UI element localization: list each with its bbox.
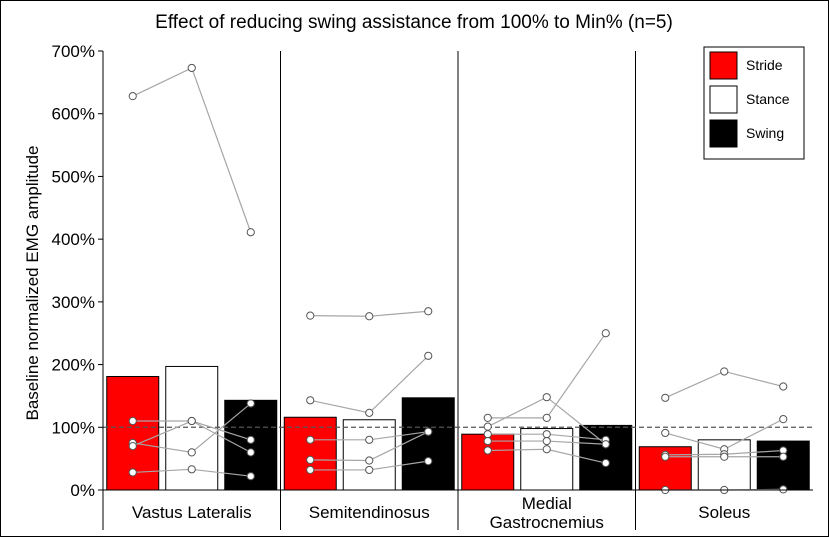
legend-swatch-swing xyxy=(709,119,738,148)
y-tick-label: 0% xyxy=(70,481,95,500)
subject-point xyxy=(661,428,670,438)
subject-point xyxy=(483,413,492,422)
subject-point xyxy=(128,92,137,101)
subject-point xyxy=(187,448,196,457)
subject-line xyxy=(487,332,607,419)
subject-point xyxy=(542,436,551,446)
subject-point xyxy=(246,228,255,237)
subject-point xyxy=(187,465,196,474)
bar-swing xyxy=(401,397,455,491)
subject-point xyxy=(483,422,492,431)
subject-point xyxy=(365,408,374,417)
subject-point xyxy=(365,465,374,475)
y-axis-label: Baseline normalized EMG amplitude xyxy=(23,146,42,421)
y-tick-label: 300% xyxy=(52,293,95,312)
subject-point xyxy=(306,396,315,405)
subject-point xyxy=(483,446,492,455)
subject-line xyxy=(132,67,252,233)
y-tick-label: 100% xyxy=(52,418,95,437)
subject-point xyxy=(779,452,788,461)
subject-point xyxy=(542,393,551,402)
legend-label-stride: Stride xyxy=(746,57,783,73)
subject-point xyxy=(483,430,492,439)
subject-point xyxy=(187,63,196,73)
subject-point xyxy=(306,435,315,444)
subject-point xyxy=(365,312,374,321)
subject-point xyxy=(720,367,729,376)
subject-point xyxy=(424,457,433,466)
subject-point xyxy=(424,307,433,316)
subject-point xyxy=(128,416,137,426)
subject-point xyxy=(779,485,788,494)
category-label: Medial xyxy=(522,494,572,513)
subject-point xyxy=(424,351,433,360)
subject-point xyxy=(306,455,315,464)
subject-point xyxy=(306,311,315,320)
legend-swatch-stance xyxy=(709,85,738,114)
subject-point xyxy=(661,393,670,402)
y-tick-label: 400% xyxy=(52,230,95,249)
legend-label-swing: Swing xyxy=(746,125,784,141)
category-label: Vastus Lateralis xyxy=(132,503,252,522)
subject-point xyxy=(246,399,255,408)
subject-point xyxy=(246,448,255,457)
subject-point xyxy=(365,456,374,465)
subject-point xyxy=(128,442,137,451)
subject-point xyxy=(720,452,729,461)
subject-point xyxy=(246,472,255,481)
subject-point xyxy=(601,440,610,449)
y-tick-label: 200% xyxy=(52,356,95,375)
subject-point xyxy=(187,416,196,426)
category-label: Soleus xyxy=(698,503,750,522)
category-label: Gastrocnemius xyxy=(490,513,604,532)
chart-title: Effect of reducing swing assistance from… xyxy=(155,12,673,33)
subject-point xyxy=(424,427,433,436)
subject-point xyxy=(661,452,670,461)
subject-point xyxy=(128,468,137,477)
subject-point xyxy=(601,458,610,468)
subject-point xyxy=(365,435,374,444)
subject-point xyxy=(542,445,551,454)
subject-point xyxy=(779,382,788,391)
bar-stance xyxy=(342,419,396,491)
bar-swing xyxy=(579,424,633,491)
y-tick-label: 600% xyxy=(52,105,95,124)
category-label: Semitendinosus xyxy=(309,503,430,522)
y-tick-label: 500% xyxy=(52,167,95,186)
subject-point xyxy=(306,465,315,475)
legend-swatch-stride xyxy=(709,51,738,80)
subject-point xyxy=(542,413,551,422)
y-tick-label: 700% xyxy=(52,42,95,61)
bar-stride xyxy=(283,416,337,491)
legend-label-stance: Stance xyxy=(746,91,790,107)
legend: Stride Stance Swing xyxy=(703,46,805,160)
subject-point xyxy=(779,415,788,424)
subject-point xyxy=(542,430,551,439)
subject-point xyxy=(246,435,255,444)
subject-point xyxy=(601,329,610,338)
subject-point xyxy=(483,436,492,446)
